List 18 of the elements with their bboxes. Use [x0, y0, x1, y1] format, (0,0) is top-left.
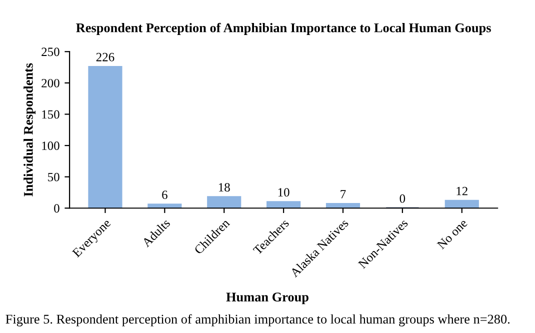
data-label: 226: [96, 52, 114, 62]
data-label: 6: [162, 190, 168, 200]
chart-title: Respondent Perception of Amphibian Importance to Local Human Goups: [76, 22, 491, 35]
y-tick-label: 100: [42, 142, 60, 150]
y-tick-label: 200: [42, 78, 60, 88]
y-tick-label: 0: [54, 204, 60, 213]
y-axis-title: Individual Respondents: [24, 63, 36, 196]
x-tick-label: No one: [436, 218, 468, 250]
y-tick-label: 150: [42, 110, 60, 119]
data-label: 12: [456, 186, 468, 196]
x-axis-title: Human Group: [226, 292, 308, 304]
caption: Figure 5. Respondent perception of amphibian importance to local human groups where n=280.: [6, 314, 510, 326]
y-tick-label: 250: [42, 48, 60, 56]
data-label: 18: [218, 183, 230, 192]
y-tick-label: 50: [48, 172, 60, 182]
data-label: 0: [400, 194, 406, 203]
data-label: 7: [340, 190, 346, 198]
data-label: 10: [278, 188, 290, 197]
